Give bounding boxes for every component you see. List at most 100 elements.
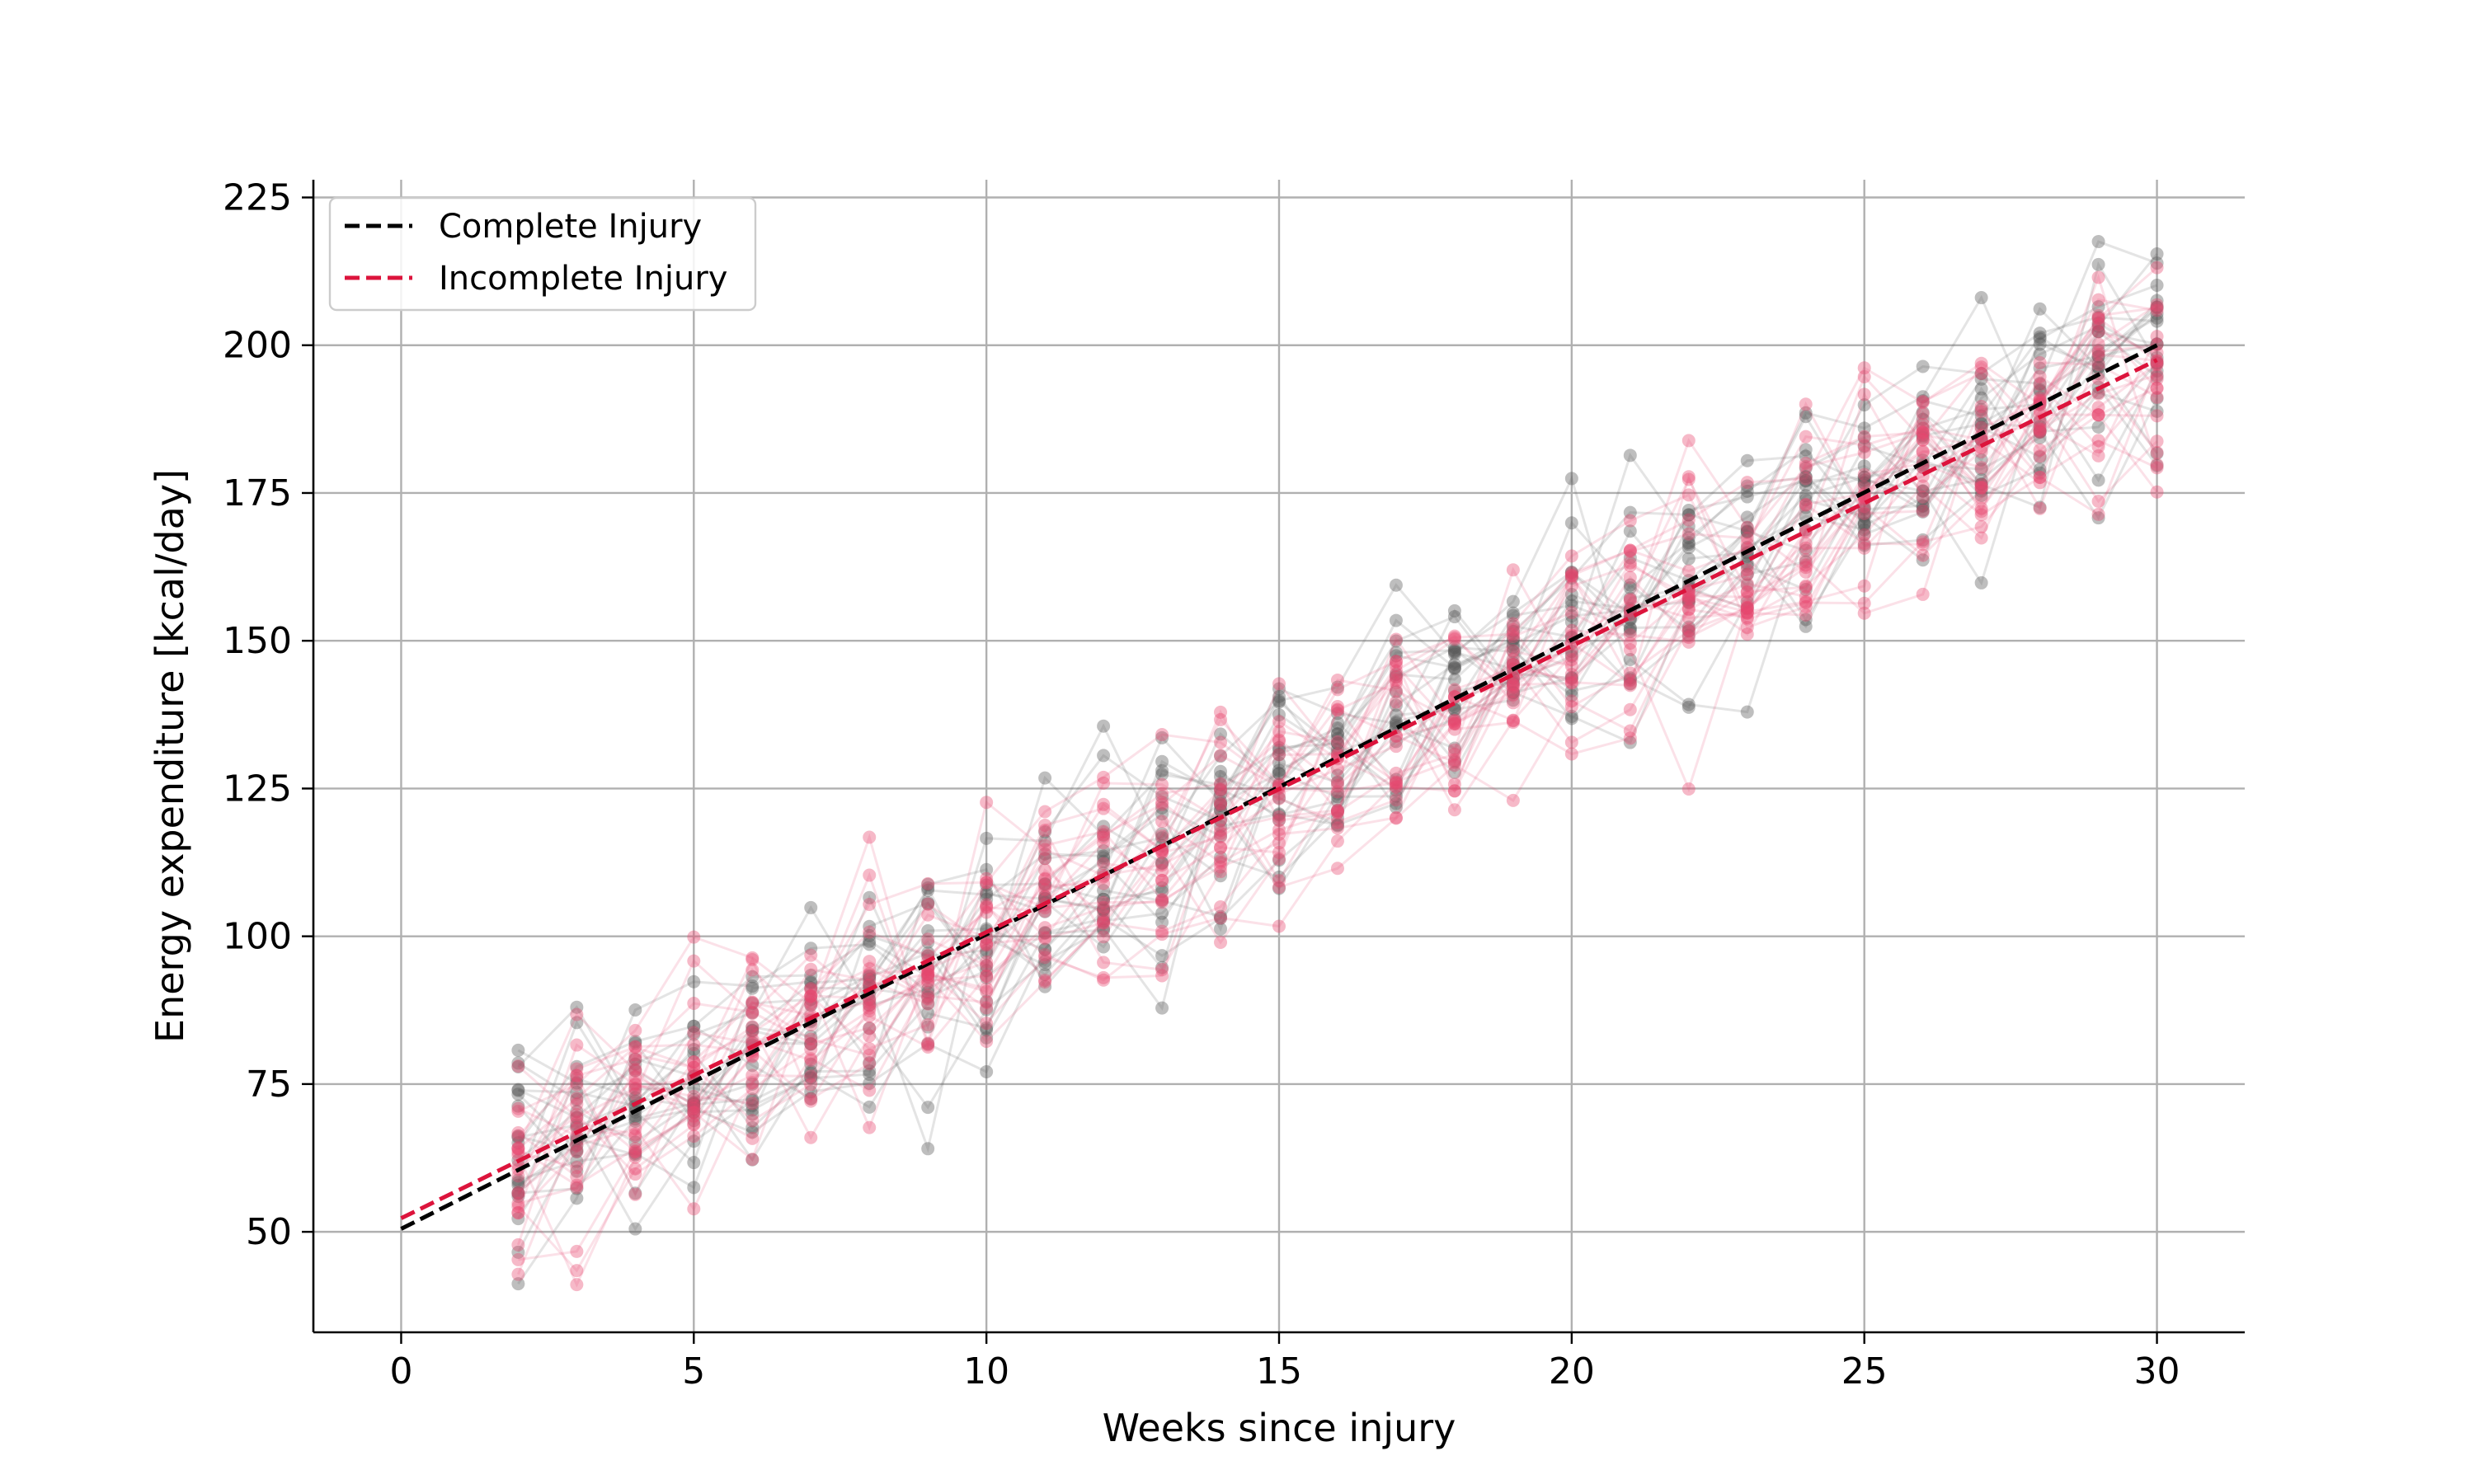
subject-point (1214, 727, 1228, 741)
subject-point (1155, 790, 1169, 804)
subject-point (1974, 575, 1988, 589)
subject-point (1974, 360, 1988, 374)
subject-point (1506, 637, 1520, 651)
subject-point (1389, 773, 1403, 787)
subject-point (1038, 930, 1052, 944)
subject-point (1097, 916, 1111, 930)
subject-point (628, 1036, 642, 1050)
subject-point (980, 885, 994, 899)
subject-point (2033, 383, 2047, 397)
subject-point (1740, 595, 1754, 609)
subject-point (2150, 301, 2164, 315)
subject-point (1916, 433, 1930, 447)
subject-point (2091, 448, 2105, 463)
subject-point (2091, 343, 2105, 357)
subject-point (1799, 456, 1813, 470)
subject-point (1155, 787, 1169, 801)
subject-point (1623, 578, 1637, 592)
subject-point (1330, 742, 1344, 756)
subject-point (1681, 472, 1696, 486)
subject-point (1564, 659, 1578, 673)
subject-point (1155, 763, 1169, 777)
subject-point (2150, 434, 2164, 448)
subject-point (745, 979, 760, 993)
subject-point (570, 1059, 584, 1073)
subject-point (804, 1092, 818, 1106)
subject-point (921, 989, 935, 1003)
subject-point (980, 900, 994, 914)
subject-point (1740, 524, 1754, 538)
subject-point (1447, 673, 1461, 687)
subject-point (980, 862, 994, 876)
subject-point (1564, 566, 1578, 580)
subject-point (1740, 606, 1754, 620)
subject-point (628, 1064, 642, 1078)
subject-point (1214, 749, 1228, 763)
subject-line (517, 316, 2157, 1153)
subject-point (687, 1156, 701, 1170)
subject-point (1506, 716, 1520, 730)
subject-point (1447, 754, 1461, 768)
subject-point (1155, 829, 1169, 843)
subject-point (1564, 579, 1578, 593)
subject-line (517, 364, 2158, 1273)
subject-point (1272, 748, 1286, 762)
subject-point (570, 1000, 584, 1014)
subject-point (1389, 708, 1403, 722)
subject-point (1799, 608, 1813, 622)
subject-point (570, 1278, 584, 1292)
subject-point (2033, 416, 2047, 430)
subject-line (518, 377, 2158, 1169)
subject-point (1447, 684, 1461, 698)
subject-point (628, 1129, 642, 1144)
subject-point (1506, 684, 1520, 698)
subject-point (804, 993, 818, 1007)
subject-point (511, 1145, 525, 1159)
subject-point (1916, 417, 1930, 431)
subject-point (1389, 779, 1403, 793)
subject-point (1214, 764, 1228, 778)
subject-point (1330, 700, 1344, 714)
subject-point (863, 1001, 877, 1015)
subject-point (511, 1237, 525, 1252)
subject-point (2091, 325, 2105, 339)
subject-point (1214, 856, 1228, 870)
y-tick-label: 100 (223, 916, 292, 958)
subject-point (1097, 770, 1111, 784)
subject-point (628, 1222, 642, 1236)
subject-point (1564, 609, 1578, 623)
subject-point (628, 1162, 642, 1176)
subject-point (1272, 836, 1286, 850)
subject-point (1857, 467, 1871, 481)
subject-point (1155, 754, 1169, 768)
subject-point (1857, 477, 1871, 491)
x-tick-label: 20 (1549, 1350, 1595, 1392)
subject-point (1740, 537, 1754, 551)
subject-point (2091, 337, 2105, 351)
subject-point (570, 1086, 584, 1100)
subject-point (1740, 531, 1754, 545)
subject-point (1974, 477, 1988, 491)
subject-point (511, 1142, 525, 1156)
subject-point (1330, 821, 1344, 835)
subject-point (1916, 425, 1930, 439)
subject-point (1623, 666, 1637, 680)
subject-point (1857, 596, 1871, 610)
y-tick-label: 50 (246, 1211, 292, 1253)
subject-point (1974, 481, 1988, 495)
subject-point (1097, 819, 1111, 834)
subject-point (1389, 659, 1403, 673)
subject-point (1389, 655, 1403, 669)
subject-point (1272, 725, 1286, 739)
subject-point (1740, 627, 1754, 641)
subject-point (1799, 561, 1813, 575)
subject-point (1857, 470, 1871, 484)
subject-point (1272, 693, 1286, 707)
subject-point (1330, 811, 1344, 825)
subject-point (1038, 958, 1052, 972)
subject-point (863, 998, 877, 1012)
subject-point (1447, 712, 1461, 726)
subject-point (1799, 478, 1813, 492)
subject-point (1389, 676, 1403, 690)
subject-point (863, 897, 877, 911)
